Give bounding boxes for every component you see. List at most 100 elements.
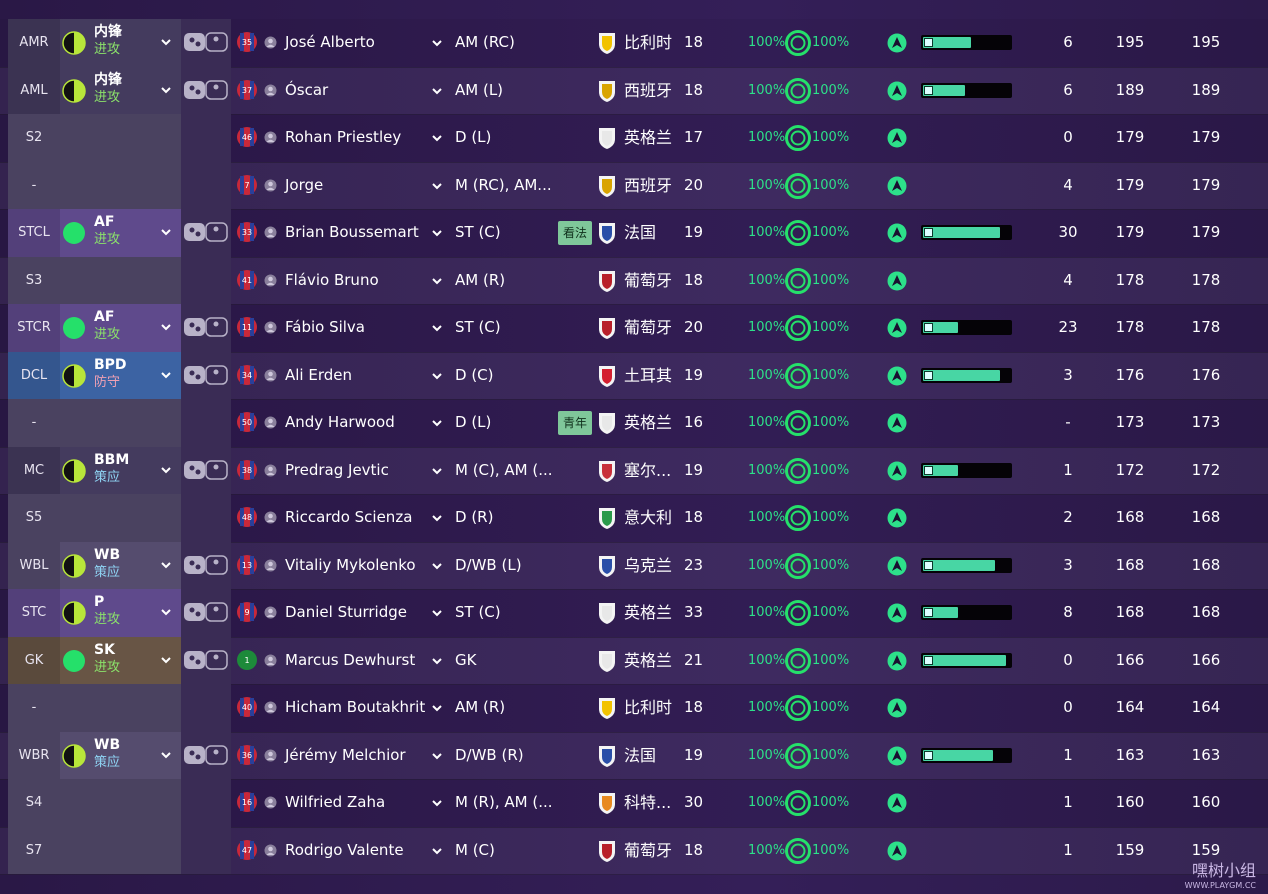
nationality: 法国 [624, 745, 657, 765]
player-row[interactable]: S2 46 Rohan Priestley D (L) 英格兰 17 100% 100% 0 17… [0, 114, 1268, 163]
role-name: 内锋 [94, 24, 122, 40]
value-1: 176 [1115, 365, 1145, 384]
player-name[interactable]: Brian Boussemart [285, 223, 419, 241]
player-positions: AM (R) [455, 270, 506, 289]
value-2: 160 [1191, 793, 1221, 811]
player-name[interactable]: Jorge [285, 175, 324, 194]
shirt [237, 127, 257, 147]
age: 18 [684, 840, 704, 859]
player-name[interactable]: Marcus Dewhurst [285, 650, 416, 669]
player-name[interactable]: Predrag Jevtic [285, 460, 389, 479]
player-name[interactable]: Rodrigo Valente [285, 840, 404, 859]
shirt [237, 459, 257, 480]
player-name[interactable]: Flávio Bruno [285, 270, 379, 289]
player-row[interactable]: STC P 进攻 9 Daniel Sturridge ST (C) 英格兰 33 100% 10… [0, 589, 1268, 638]
player-name[interactable]: Wilfried Zaha [285, 793, 386, 811]
role-dropdown [161, 751, 171, 758]
player-row[interactable]: WBR WB 策应 36 Jérémy Melchior D/WB (R) 法国 19 100%… [0, 731, 1268, 780]
icon-cell [181, 494, 231, 542]
player-row[interactable]: AMR 内锋 进攻 35 José Alberto AM (RC) 比利时 18 100% 100… [0, 19, 1268, 68]
bar-icon [924, 608, 933, 617]
shirt [237, 32, 257, 52]
player-row[interactable]: - 40 Hicham Boutakhrit AM (R) 比利时 18 100% 100% 0… [0, 684, 1268, 733]
player-name[interactable]: Daniel Sturridge [285, 603, 407, 621]
value-2: 179 [1191, 175, 1221, 194]
player-name[interactable]: Fábio Silva [285, 318, 366, 336]
appearances: 2 [1063, 508, 1073, 526]
role-dropdown [161, 39, 171, 46]
bar-fill [923, 654, 1006, 666]
flag [599, 840, 615, 862]
bar-icon [924, 85, 933, 95]
player-row[interactable]: - 50 Andy Harwood D (L) 青年 英格兰 16 100% 100% - 173 1… [0, 399, 1268, 448]
player-row[interactable]: - 7 Jorge M (RC), AM... 西班牙 20 100% 100% 4 179 179 [0, 161, 1268, 210]
age: 18 [684, 698, 704, 716]
player-row[interactable]: WBL WB 策应 13 Vitaliy Mykolenko D/WB (L) 乌克兰 23 1… [0, 541, 1268, 590]
player-dropdown [432, 230, 442, 237]
person-icon [264, 749, 277, 761]
flag [599, 413, 615, 434]
age: 30 [684, 793, 704, 811]
player-row[interactable]: S5 48 Riccardo Scienza D (R) 意大利 18 100% 100% 2 1… [0, 494, 1268, 543]
player-name[interactable]: Jérémy Melchior [285, 745, 406, 764]
value-1: 160 [1115, 793, 1145, 811]
appearances: 0 [1063, 698, 1073, 716]
nationality: 乌克兰 [624, 555, 673, 575]
value-2: 195 [1191, 33, 1221, 51]
player-dropdown [432, 87, 442, 94]
bar-fill [923, 37, 971, 48]
fitness-ring [785, 362, 811, 389]
appearances: 30 [1058, 223, 1078, 241]
flag [599, 650, 615, 672]
player-row[interactable]: S3 41 Flávio Bruno AM (R) 葡萄牙 18 100% 100% 4 178 1… [0, 256, 1268, 305]
shirt-number: 35 [241, 38, 253, 47]
flag [599, 745, 615, 767]
player-row[interactable]: STCR AF 进攻 11 Fábio Silva ST (C) 葡萄牙 20 100% 100%… [0, 304, 1268, 353]
player-positions: D (L) [455, 413, 492, 431]
player-name[interactable]: Ali Erden [285, 365, 353, 384]
player-row[interactable]: STCL AF 进攻 33 Brian Boussemart ST (C) 看法 法国 19 10… [0, 209, 1268, 258]
nationality: 土耳其 [624, 365, 673, 385]
duty-icon [62, 601, 86, 625]
player-row[interactable]: MC BBM 策应 38 Predrag Jevtic M (C), AM (... 塞尔.… [0, 446, 1268, 495]
shirt-number: 11 [241, 323, 253, 332]
fitness-ring [785, 505, 811, 531]
age: 20 [684, 175, 704, 194]
bar-fill [923, 84, 965, 96]
player-dropdown [432, 40, 442, 47]
value-2: 172 [1191, 460, 1221, 479]
condition-pct: 100% [748, 842, 786, 858]
bar-track [921, 82, 1012, 98]
shirt-number: 40 [241, 703, 253, 712]
role-cell [60, 684, 181, 732]
condition-pct: 100% [748, 510, 786, 525]
value-2: 164 [1191, 698, 1221, 716]
player-name[interactable]: Hicham Boutakhrit [285, 698, 426, 716]
shirt-number: 38 [241, 465, 253, 475]
role-duty: 策应 [94, 469, 121, 485]
nationality: 葡萄牙 [624, 270, 673, 290]
player-name[interactable]: Riccardo Scienza [285, 508, 413, 526]
value-1: 179 [1115, 175, 1145, 194]
shirt [237, 79, 257, 100]
player-row[interactable]: GK SK 进攻 1 Marcus Dewhurst GK 英格兰 21 100% 100% 0 16… [0, 636, 1268, 685]
player-name[interactable]: Vitaliy Mykolenko [285, 555, 416, 574]
status-icon [887, 603, 907, 623]
player-row[interactable]: S7 47 Rodrigo Valente M (C) 葡萄牙 18 100% 100% 1 15… [0, 826, 1268, 875]
instruction-icons [184, 602, 228, 622]
appearances: 3 [1063, 555, 1073, 574]
bar-icon [924, 323, 933, 332]
player-name[interactable]: Andy Harwood [285, 413, 395, 431]
player-row[interactable]: AML 内锋 进攻 37 Óscar AM (L) 西班牙 18 100% 100% 6 189 189 [0, 66, 1268, 115]
player-positions: D/WB (R) [455, 745, 524, 764]
player-dropdown [432, 420, 442, 427]
appearances: 4 [1063, 270, 1073, 289]
icon-cell [181, 779, 231, 827]
player-row[interactable]: DCL BPD 防守 34 Ali Erden D (C) 土耳其 19 100% 100% 3 17… [0, 351, 1268, 400]
player-name[interactable]: Óscar [285, 80, 329, 99]
player-row[interactable]: S4 16 Wilfried Zaha M (R), AM (... 科特... 30 10… [0, 779, 1268, 828]
player-name[interactable]: Rohan Priestley [285, 128, 402, 146]
appearances: 0 [1063, 650, 1073, 669]
player-name[interactable]: José Alberto [285, 33, 375, 51]
